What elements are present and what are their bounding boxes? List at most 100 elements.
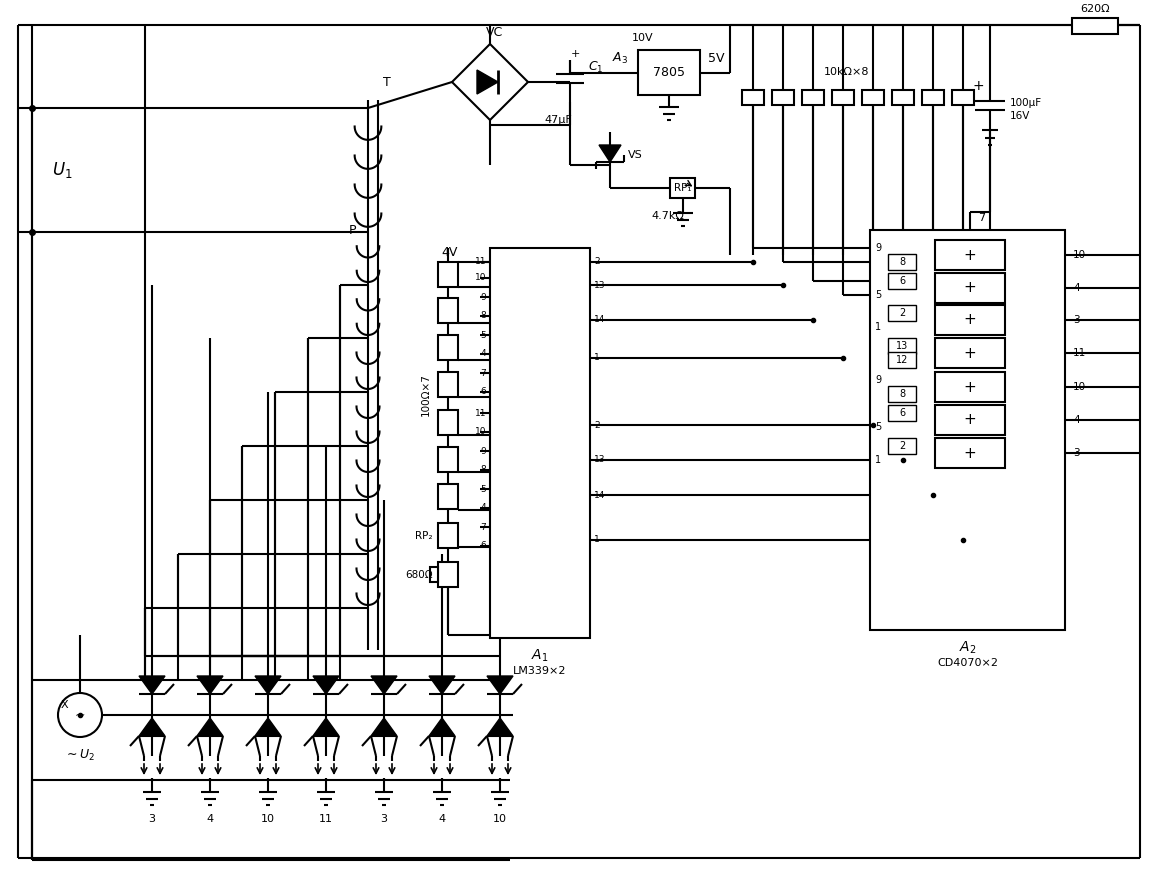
Polygon shape: [255, 718, 281, 736]
Text: 3: 3: [1073, 448, 1080, 458]
Bar: [802, 90, 824, 105]
Text: 1: 1: [875, 455, 881, 465]
Polygon shape: [313, 676, 339, 694]
Bar: [490, 248, 590, 638]
Text: 1: 1: [594, 536, 600, 545]
Polygon shape: [139, 676, 165, 694]
Text: 100μF: 100μF: [1010, 98, 1042, 108]
Bar: [935, 338, 1005, 368]
Text: 8: 8: [899, 257, 905, 267]
Polygon shape: [197, 676, 223, 694]
Text: 4V: 4V: [442, 246, 458, 258]
Text: 4: 4: [481, 349, 486, 359]
Polygon shape: [139, 718, 165, 736]
Text: 13: 13: [896, 341, 909, 351]
Text: $A_3$: $A_3$: [612, 50, 628, 65]
Text: $A_2$: $A_2$: [958, 640, 976, 656]
Bar: [888, 305, 916, 321]
Bar: [888, 386, 916, 402]
Text: 7: 7: [480, 369, 486, 377]
Text: 6: 6: [899, 408, 905, 418]
Text: 5: 5: [480, 331, 486, 339]
Bar: [888, 438, 916, 454]
Text: P: P: [348, 224, 356, 237]
Text: 1: 1: [875, 322, 881, 332]
Polygon shape: [599, 145, 621, 162]
Bar: [888, 352, 916, 368]
Bar: [438, 372, 458, 397]
Text: 3: 3: [1073, 315, 1080, 325]
Text: 5: 5: [875, 290, 881, 300]
Text: 5: 5: [480, 484, 486, 493]
Text: 12: 12: [896, 355, 909, 365]
Polygon shape: [487, 718, 513, 736]
Text: 9: 9: [875, 243, 881, 253]
Text: 1: 1: [594, 354, 600, 362]
Text: 14: 14: [594, 316, 606, 324]
Text: 8: 8: [480, 466, 486, 475]
Text: 9: 9: [480, 293, 486, 301]
Text: +: +: [964, 313, 977, 327]
Text: +: +: [972, 79, 984, 93]
Text: 10: 10: [1073, 250, 1087, 260]
Bar: [670, 178, 695, 198]
Text: ~: ~: [75, 708, 86, 721]
Text: 8: 8: [480, 311, 486, 321]
Bar: [638, 50, 701, 95]
Text: +: +: [964, 446, 977, 461]
Text: 6: 6: [480, 387, 486, 397]
Text: 5V: 5V: [707, 51, 725, 65]
Text: 620Ω: 620Ω: [1080, 4, 1110, 14]
Text: 2: 2: [899, 308, 905, 318]
Text: $C_1$: $C_1$: [588, 59, 603, 74]
Text: 10kΩ×8: 10kΩ×8: [824, 67, 869, 77]
Bar: [935, 273, 1005, 303]
Text: 10: 10: [474, 273, 486, 283]
Bar: [888, 273, 916, 289]
Bar: [438, 447, 458, 472]
Bar: [935, 305, 1005, 335]
Text: 8: 8: [899, 389, 905, 399]
Bar: [438, 298, 458, 323]
Bar: [742, 90, 764, 105]
Bar: [935, 372, 1005, 402]
Text: +: +: [964, 379, 977, 394]
Text: 4: 4: [481, 504, 486, 513]
Text: 2: 2: [594, 421, 600, 430]
Bar: [922, 90, 944, 105]
Polygon shape: [429, 676, 455, 694]
Polygon shape: [313, 718, 339, 736]
Bar: [1072, 18, 1118, 34]
Polygon shape: [371, 676, 397, 694]
Text: 7: 7: [480, 522, 486, 531]
Text: 16V: 16V: [1010, 111, 1030, 121]
Text: 4: 4: [1073, 415, 1080, 425]
Text: 10V: 10V: [632, 33, 654, 43]
Text: 6: 6: [899, 276, 905, 286]
Text: 7805: 7805: [653, 66, 686, 79]
Text: 3: 3: [380, 814, 387, 824]
Bar: [438, 410, 458, 435]
Text: +: +: [570, 49, 579, 59]
Bar: [888, 254, 916, 270]
Text: LM339×2: LM339×2: [513, 666, 566, 676]
Polygon shape: [477, 70, 498, 94]
Text: $U_1$: $U_1$: [52, 160, 73, 180]
Text: RP₂: RP₂: [415, 531, 434, 541]
Bar: [438, 523, 458, 548]
Text: 10: 10: [474, 428, 486, 437]
Text: +: +: [964, 413, 977, 428]
Bar: [953, 90, 975, 105]
Text: $A_1$: $A_1$: [532, 648, 549, 664]
Bar: [935, 240, 1005, 270]
Polygon shape: [429, 718, 455, 736]
Text: 13: 13: [594, 280, 606, 289]
Bar: [862, 90, 884, 105]
Text: 2: 2: [594, 257, 600, 266]
Bar: [438, 262, 458, 287]
Text: +: +: [964, 280, 977, 295]
Text: 6: 6: [480, 542, 486, 551]
Bar: [935, 438, 1005, 468]
Text: 11: 11: [319, 814, 333, 824]
Text: 47μF: 47μF: [544, 115, 572, 125]
